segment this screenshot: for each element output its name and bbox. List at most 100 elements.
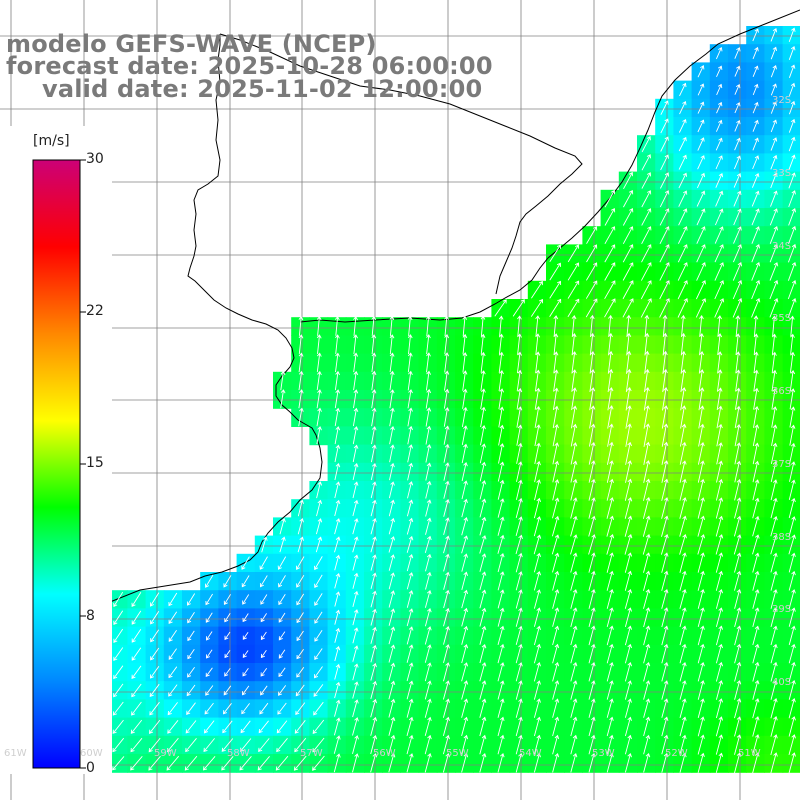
wind-arrow (641, 226, 652, 245)
wind-arrow (515, 698, 523, 718)
wind-arrow (278, 612, 286, 623)
wind-arrow (622, 280, 634, 300)
wind-arrow (479, 625, 487, 645)
wind-arrow (131, 592, 142, 607)
coastline (0, 9, 800, 613)
wind-arrow (734, 460, 742, 483)
wind-arrow (515, 534, 523, 555)
wind-arrow (258, 738, 270, 753)
wind-arrow (534, 387, 541, 410)
wind-arrow (278, 667, 286, 678)
wind-arrow (551, 515, 560, 537)
wind-arrow (770, 752, 778, 774)
wind-arrow (606, 478, 614, 501)
wind-arrow (752, 698, 760, 719)
lon-label: 58W (227, 748, 250, 759)
wind-arrow (552, 552, 560, 573)
wind-arrow (732, 262, 743, 281)
wind-arrow (406, 608, 414, 627)
wind-arrow (552, 479, 560, 501)
lat-label: 37S (772, 459, 792, 470)
wind-arrow (515, 680, 523, 700)
wind-arrow (370, 680, 378, 700)
wind-arrow (150, 629, 160, 643)
wind-arrow (206, 649, 213, 659)
wind-arrow (260, 613, 267, 623)
wind-arrow (388, 517, 396, 535)
wind-arrow (770, 534, 778, 555)
wind-arrow (223, 685, 232, 696)
wind-arrow (659, 226, 670, 245)
wind-arrow (606, 734, 614, 755)
wind-arrow (242, 650, 249, 658)
wind-arrow (788, 118, 796, 133)
wind-arrow (752, 570, 760, 591)
wind-arrow (205, 612, 213, 623)
lat-label: 39S (772, 604, 792, 615)
wind-arrow (552, 570, 560, 591)
wind-arrow (480, 406, 486, 428)
wind-arrow (678, 118, 687, 133)
wind-arrow (316, 315, 322, 336)
wind-arrow (113, 665, 124, 680)
wind-arrow (516, 351, 523, 374)
wind-arrow (462, 315, 468, 337)
wind-arrow (370, 463, 377, 481)
wind-arrow (680, 314, 686, 337)
wind-arrow (407, 407, 413, 427)
wind-arrow (242, 631, 249, 640)
wind-arrow (789, 388, 796, 410)
wind-arrow (606, 607, 614, 628)
wind-arrow (186, 702, 196, 715)
wind-arrow (770, 661, 778, 682)
wind-arrow (371, 316, 377, 336)
wind-arrow (112, 756, 125, 771)
wind-arrow (625, 368, 632, 393)
wind-arrow (479, 589, 487, 609)
wind-arrow (388, 680, 396, 700)
wind-arrow (752, 497, 760, 519)
wind-arrow (787, 261, 797, 281)
wind-arrow (406, 698, 414, 718)
wind-arrow (624, 515, 633, 537)
wind-arrow (370, 481, 377, 499)
wind-arrow (533, 753, 541, 773)
wind-arrow (752, 479, 760, 501)
wind-arrow (316, 426, 322, 445)
wind-arrow (606, 441, 614, 465)
wind-arrow (425, 553, 432, 572)
wind-arrow (571, 314, 577, 337)
wind-arrow (497, 534, 505, 554)
wind-arrow (588, 497, 596, 519)
wind-arrow (643, 625, 651, 646)
wind-arrow (479, 535, 487, 554)
wind-arrow (607, 387, 614, 411)
wind-arrow (298, 352, 304, 373)
wind-arrow (424, 626, 432, 645)
lat-label: 38S (772, 532, 792, 543)
wind-arrow (567, 244, 580, 263)
wind-arrow (696, 226, 706, 244)
wind-arrow (715, 661, 724, 682)
wind-arrow (752, 28, 759, 42)
wind-arrow (497, 607, 505, 627)
wind-arrow (679, 752, 687, 773)
wind-arrow (295, 556, 305, 571)
wind-arrow (316, 499, 323, 517)
wind-arrow (148, 719, 161, 734)
wind-arrow (751, 190, 760, 207)
wind-arrow (696, 172, 706, 189)
wind-arrow (443, 407, 450, 427)
wind-arrow (425, 480, 432, 499)
wind-arrow (679, 662, 687, 682)
wind-arrow (424, 644, 432, 663)
wind-arrow (279, 536, 286, 553)
wind-arrow (352, 572, 359, 589)
wind-arrow (498, 370, 504, 392)
wind-arrow (497, 753, 505, 773)
wind-arrow (425, 407, 432, 427)
wind-arrow (661, 607, 669, 628)
wind-arrow (186, 684, 196, 697)
wind-arrow (677, 226, 688, 244)
wind-arrow (552, 625, 560, 646)
